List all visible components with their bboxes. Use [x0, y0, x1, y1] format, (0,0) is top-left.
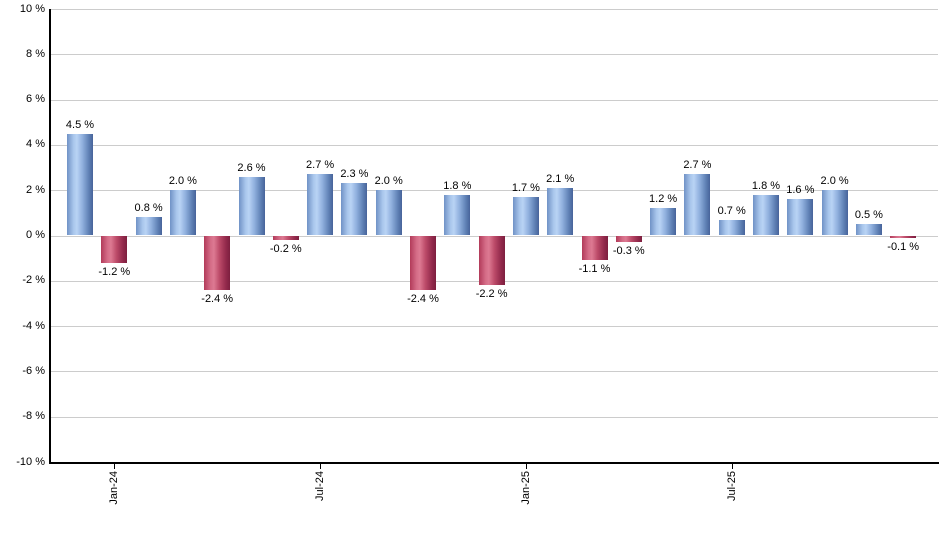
value-label-Dec-25: -0.1 % — [887, 240, 920, 253]
bar-May-24[interactable] — [238, 176, 265, 236]
gridline — [51, 99, 938, 101]
bar-Oct-24[interactable] — [410, 235, 436, 290]
gridline — [51, 190, 938, 192]
bar-Jun-25[interactable] — [684, 174, 711, 236]
bar-Nov-25[interactable] — [855, 224, 882, 236]
x-tick-label-Jul-25: Jul-25 — [725, 471, 738, 501]
x-tick-mark — [114, 462, 116, 469]
gridline — [51, 9, 938, 10]
bar-Mar-24[interactable] — [169, 190, 196, 236]
bar-Sep-24[interactable] — [375, 190, 402, 236]
value-label-Dec-23: 4.5 % — [65, 118, 95, 131]
y-tick-label: -2 % — [22, 274, 45, 287]
value-label-Sep-24: 2.0 % — [374, 175, 403, 188]
gridline — [51, 326, 938, 328]
value-label-Sep-25: 1.6 % — [786, 184, 815, 197]
value-label-Jul-25: 0.7 % — [717, 204, 746, 217]
bar-Dec-23[interactable] — [67, 133, 93, 236]
gridline — [51, 144, 938, 146]
value-label-Jul-24: 2.7 % — [306, 159, 335, 172]
bar-Jul-24[interactable] — [307, 174, 334, 236]
bar-Jun-24[interactable] — [272, 235, 299, 241]
bar-Jan-25[interactable] — [512, 196, 539, 236]
value-label-May-25: 1.2 % — [649, 193, 678, 206]
y-tick-label: -10 % — [16, 455, 45, 468]
x-tick-mark — [731, 462, 733, 469]
bar-Nov-24[interactable] — [444, 194, 471, 236]
y-tick-label: 8 % — [26, 47, 45, 60]
value-label-Mar-25: -1.1 % — [578, 263, 611, 276]
bar-Dec-25[interactable] — [890, 235, 917, 238]
x-tick-label-Jan-24: Jan-24 — [108, 471, 121, 505]
y-axis-line — [49, 9, 51, 464]
x-tick-label-Jul-24: Jul-24 — [314, 471, 327, 501]
value-label-Oct-25: 2.0 % — [820, 175, 849, 188]
value-label-Dec-24: -2.2 % — [475, 288, 508, 301]
value-label-Jan-24: -1.2 % — [98, 265, 131, 278]
y-tick-label: 2 % — [26, 183, 45, 196]
bar-Dec-24[interactable] — [478, 235, 505, 286]
bar-Feb-24[interactable] — [135, 217, 162, 236]
value-label-Jun-25: 2.7 % — [683, 159, 712, 172]
y-tick-label: 6 % — [26, 93, 45, 106]
value-label-Jun-24: -0.2 % — [269, 243, 302, 256]
value-label-Jan-25: 1.7 % — [511, 181, 540, 194]
value-label-Aug-24: 2.3 % — [340, 168, 369, 181]
bar-Apr-24[interactable] — [204, 235, 231, 290]
x-tick-mark — [320, 462, 322, 469]
x-tick-mark — [525, 462, 527, 469]
bar-May-25[interactable] — [650, 208, 677, 236]
value-label-Nov-24: 1.8 % — [443, 179, 472, 192]
value-label-Feb-24: 0.8 % — [134, 202, 163, 215]
y-tick-label: 10 % — [19, 2, 45, 15]
y-tick-label: 0 % — [26, 229, 45, 241]
x-axis-line — [49, 462, 939, 464]
bar-Oct-25[interactable] — [821, 190, 848, 236]
y-tick-label: 4 % — [26, 138, 45, 151]
value-label-May-24: 2.6 % — [237, 161, 266, 174]
bar-Aug-25[interactable] — [753, 194, 779, 236]
gridline — [51, 54, 938, 56]
bar-Feb-25[interactable] — [547, 187, 574, 236]
value-label-Mar-24: 2.0 % — [168, 175, 197, 188]
y-tick-label: -4 % — [22, 319, 45, 332]
y-tick-label: -8 % — [22, 410, 45, 423]
bar-Apr-25[interactable] — [615, 235, 642, 243]
gridline — [51, 371, 938, 373]
y-tick-label: -6 % — [22, 364, 45, 377]
bar-Jul-25[interactable] — [718, 219, 745, 236]
bar-Mar-25[interactable] — [581, 235, 608, 261]
value-label-Oct-24: -2.4 % — [407, 292, 439, 305]
x-tick-label-Jan-25: Jan-25 — [519, 471, 532, 505]
gridline — [51, 416, 938, 418]
bar-Aug-24[interactable] — [341, 183, 368, 236]
bar-Sep-25[interactable] — [787, 199, 814, 236]
value-label-Apr-25: -0.3 % — [612, 245, 645, 258]
value-label-Feb-25: 2.1 % — [546, 172, 575, 185]
bar-Jan-24[interactable] — [101, 235, 128, 263]
value-label-Apr-24: -2.4 % — [201, 292, 234, 305]
value-label-Aug-25: 1.8 % — [751, 179, 781, 192]
value-label-Nov-25: 0.5 % — [854, 209, 883, 222]
